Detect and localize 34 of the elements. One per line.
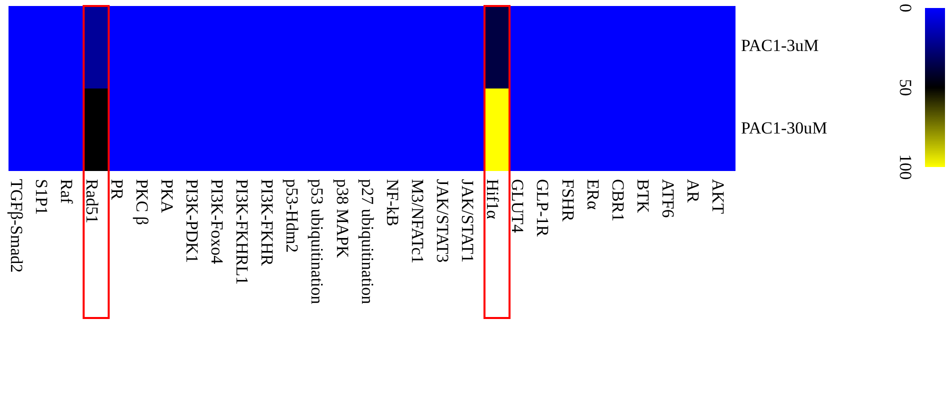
x-tick-label: Rad51	[82, 179, 102, 224]
x-tick-label: CBR1	[608, 179, 628, 222]
x-tick-label: PI3K-FKHRL1	[232, 179, 252, 285]
x-tick-label: p53-Hdm2	[282, 179, 302, 253]
x-tick-label: PKA	[157, 179, 176, 214]
x-tick-label: JAK/STAT3	[433, 179, 452, 263]
x-tick-label: p53 ubiquitination	[308, 179, 327, 305]
x-tick-label: PI3K-PDK1	[182, 179, 202, 264]
x-tick-label: PI3K-Foxo4	[208, 179, 227, 265]
x-tick-label: FSHR	[558, 179, 578, 222]
color-bar-label: 100	[896, 154, 916, 180]
x-tick-label: JAK/STAT1	[458, 179, 478, 263]
x-tick-label: p38 MAPK	[332, 179, 352, 259]
x-tick-label: AR	[684, 179, 703, 204]
x-tick-label: GLP-1R	[533, 179, 552, 238]
x-tick-label: BTK	[633, 179, 652, 214]
y-tick-label: PAC1-30uM	[741, 118, 828, 138]
x-tick-label: M3/NFATc1	[408, 179, 427, 264]
x-tick-label: S1P1	[32, 179, 52, 215]
y-tick-label: PAC1-3uM	[741, 36, 819, 56]
color-bar-label: 0	[896, 4, 916, 12]
x-tick-label: Hif1α	[483, 179, 502, 220]
x-tick-label: Raf	[57, 179, 76, 204]
x-tick-label: NF-kB	[382, 179, 402, 226]
x-tick-label: PI3K-FKHR	[258, 179, 277, 267]
x-tick-label: PKC β	[132, 179, 152, 225]
x-tick-label: GLUT4	[508, 179, 528, 234]
x-tick-label: TGFβ-Smad2	[7, 179, 26, 273]
x-tick-label: PR	[107, 179, 126, 200]
x-tick-label: p27 ubiquitination	[358, 179, 377, 305]
x-tick-label: ATF6	[658, 179, 678, 218]
x-tick-label: ERα	[583, 179, 602, 210]
color-bar-label: 50	[896, 79, 916, 96]
x-tick-label: AKT	[708, 179, 728, 215]
